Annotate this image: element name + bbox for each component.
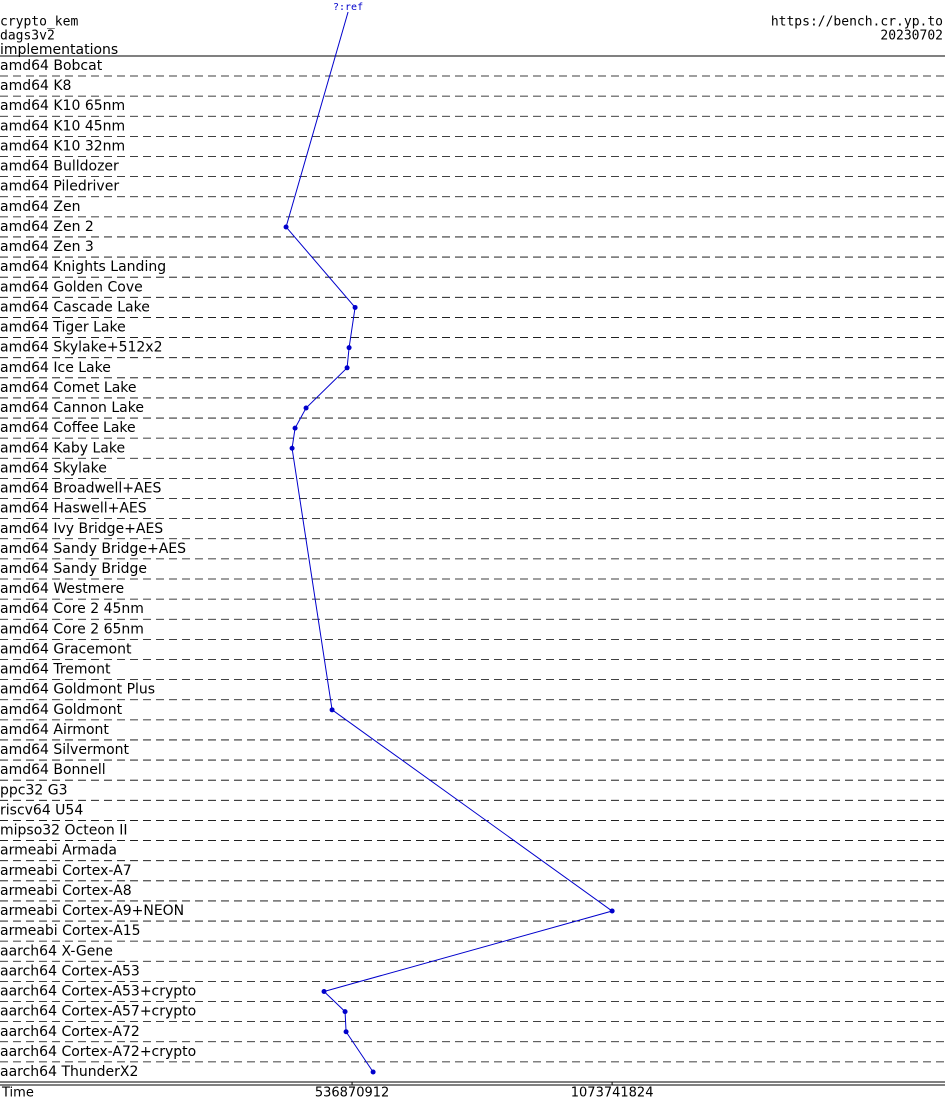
row-label: amd64 Kaby Lake: [0, 440, 125, 456]
x-tick-label: 1073741824: [571, 1086, 654, 1101]
row-label: amd64 Coffee Lake: [0, 420, 136, 436]
row-label: amd64 Piledriver: [0, 179, 119, 195]
row-label: amd64 Goldmont: [0, 702, 123, 718]
point: [346, 345, 352, 351]
row-label: ppc32 G3: [0, 782, 68, 798]
point: [352, 304, 358, 310]
row-label: armeabi Cortex-A7: [0, 863, 132, 879]
row-label: aarch64 Cortex-A53: [0, 963, 140, 979]
row-label: amd64 Ivy Bridge+AES: [0, 521, 163, 537]
header-line: implementations: [0, 42, 118, 58]
row-label: amd64 Bulldozer: [0, 159, 119, 175]
row-label: amd64 Sandy Bridge: [0, 561, 147, 577]
row-label: amd64 Tremont: [0, 662, 111, 678]
row-label: aarch64 Cortex-A72+crypto: [0, 1044, 196, 1060]
row-label: armeabi Armada: [0, 843, 117, 859]
x-tick-label: 536870912: [315, 1086, 389, 1101]
point: [329, 707, 335, 713]
point: [342, 1009, 348, 1015]
series-line: [285, 226, 614, 1073]
row-label: aarch64 Cortex-A53+crypto: [0, 984, 196, 1000]
row-label: armeabi Cortex-A15: [0, 923, 141, 939]
row-label: amd64 Broadwell+AES: [0, 481, 161, 497]
point: [370, 1069, 376, 1075]
row-label: amd64 Airmont: [0, 722, 109, 738]
row-label: aarch64 Cortex-A72: [0, 1024, 140, 1040]
point: [283, 224, 289, 230]
row-label: aarch64 ThunderX2: [0, 1064, 138, 1080]
row-label: amd64 Westmere: [0, 581, 124, 597]
row-label: amd64 Zen 2: [0, 219, 94, 235]
row-label: amd64 Knights Landing: [0, 259, 166, 275]
row-label: armeabi Cortex-A8: [0, 883, 132, 899]
point: [321, 989, 327, 995]
row-label: amd64 Ice Lake: [0, 360, 111, 376]
row-label: amd64 Zen: [0, 199, 80, 215]
row-label: mipso32 Octeon II: [0, 823, 128, 839]
point: [303, 405, 309, 411]
row-label: amd64 Bonnell: [0, 762, 106, 778]
row-label: amd64 K8: [0, 78, 71, 94]
row-label: amd64 Skylake: [0, 460, 107, 476]
row-label: amd64 Gracemont: [0, 641, 132, 657]
row-label: armeabi Cortex-A9+NEON: [0, 903, 184, 919]
ref-label: ?:ref: [333, 2, 363, 13]
row-label: amd64 Tiger Lake: [0, 320, 126, 336]
x-axis-label: Time: [1, 1086, 34, 1101]
point: [609, 908, 615, 914]
row-label: amd64 Cascade Lake: [0, 299, 150, 315]
header-line: crypto_kem: [0, 15, 78, 30]
row-label: aarch64 Cortex-A57+crypto: [0, 1004, 196, 1020]
point: [292, 425, 298, 431]
row-label: amd64 Goldmont Plus: [0, 682, 155, 698]
row-label: amd64 Cannon Lake: [0, 400, 144, 416]
source: https://bench.cr.yp.to: [771, 15, 943, 30]
row-label: amd64 K10 65nm: [0, 98, 125, 114]
row-label: amd64 Silvermont: [0, 742, 130, 758]
row-label: amd64 Bobcat: [0, 58, 103, 74]
row-label: amd64 Skylake+512x2: [0, 340, 162, 356]
row-label: riscv64 U54: [0, 802, 83, 818]
row-label: amd64 Zen 3: [0, 239, 94, 255]
date: 20230702: [880, 29, 943, 44]
row-label: amd64 Golden Cove: [0, 279, 143, 295]
row-label: amd64 Core 2 45nm: [0, 601, 144, 617]
row-label: amd64 Comet Lake: [0, 380, 137, 396]
row-label: amd64 K10 45nm: [0, 118, 125, 134]
point: [343, 1029, 349, 1035]
row-label: amd64 Sandy Bridge+AES: [0, 541, 186, 557]
point: [344, 365, 350, 371]
header-line: dags3v2: [0, 29, 55, 44]
ref-line: [285, 11, 349, 228]
row-label: aarch64 X-Gene: [0, 943, 113, 959]
row-label: amd64 K10 32nm: [0, 138, 125, 154]
point: [289, 445, 295, 451]
row-label: amd64 Haswell+AES: [0, 501, 147, 517]
row-label: amd64 Core 2 65nm: [0, 621, 144, 637]
